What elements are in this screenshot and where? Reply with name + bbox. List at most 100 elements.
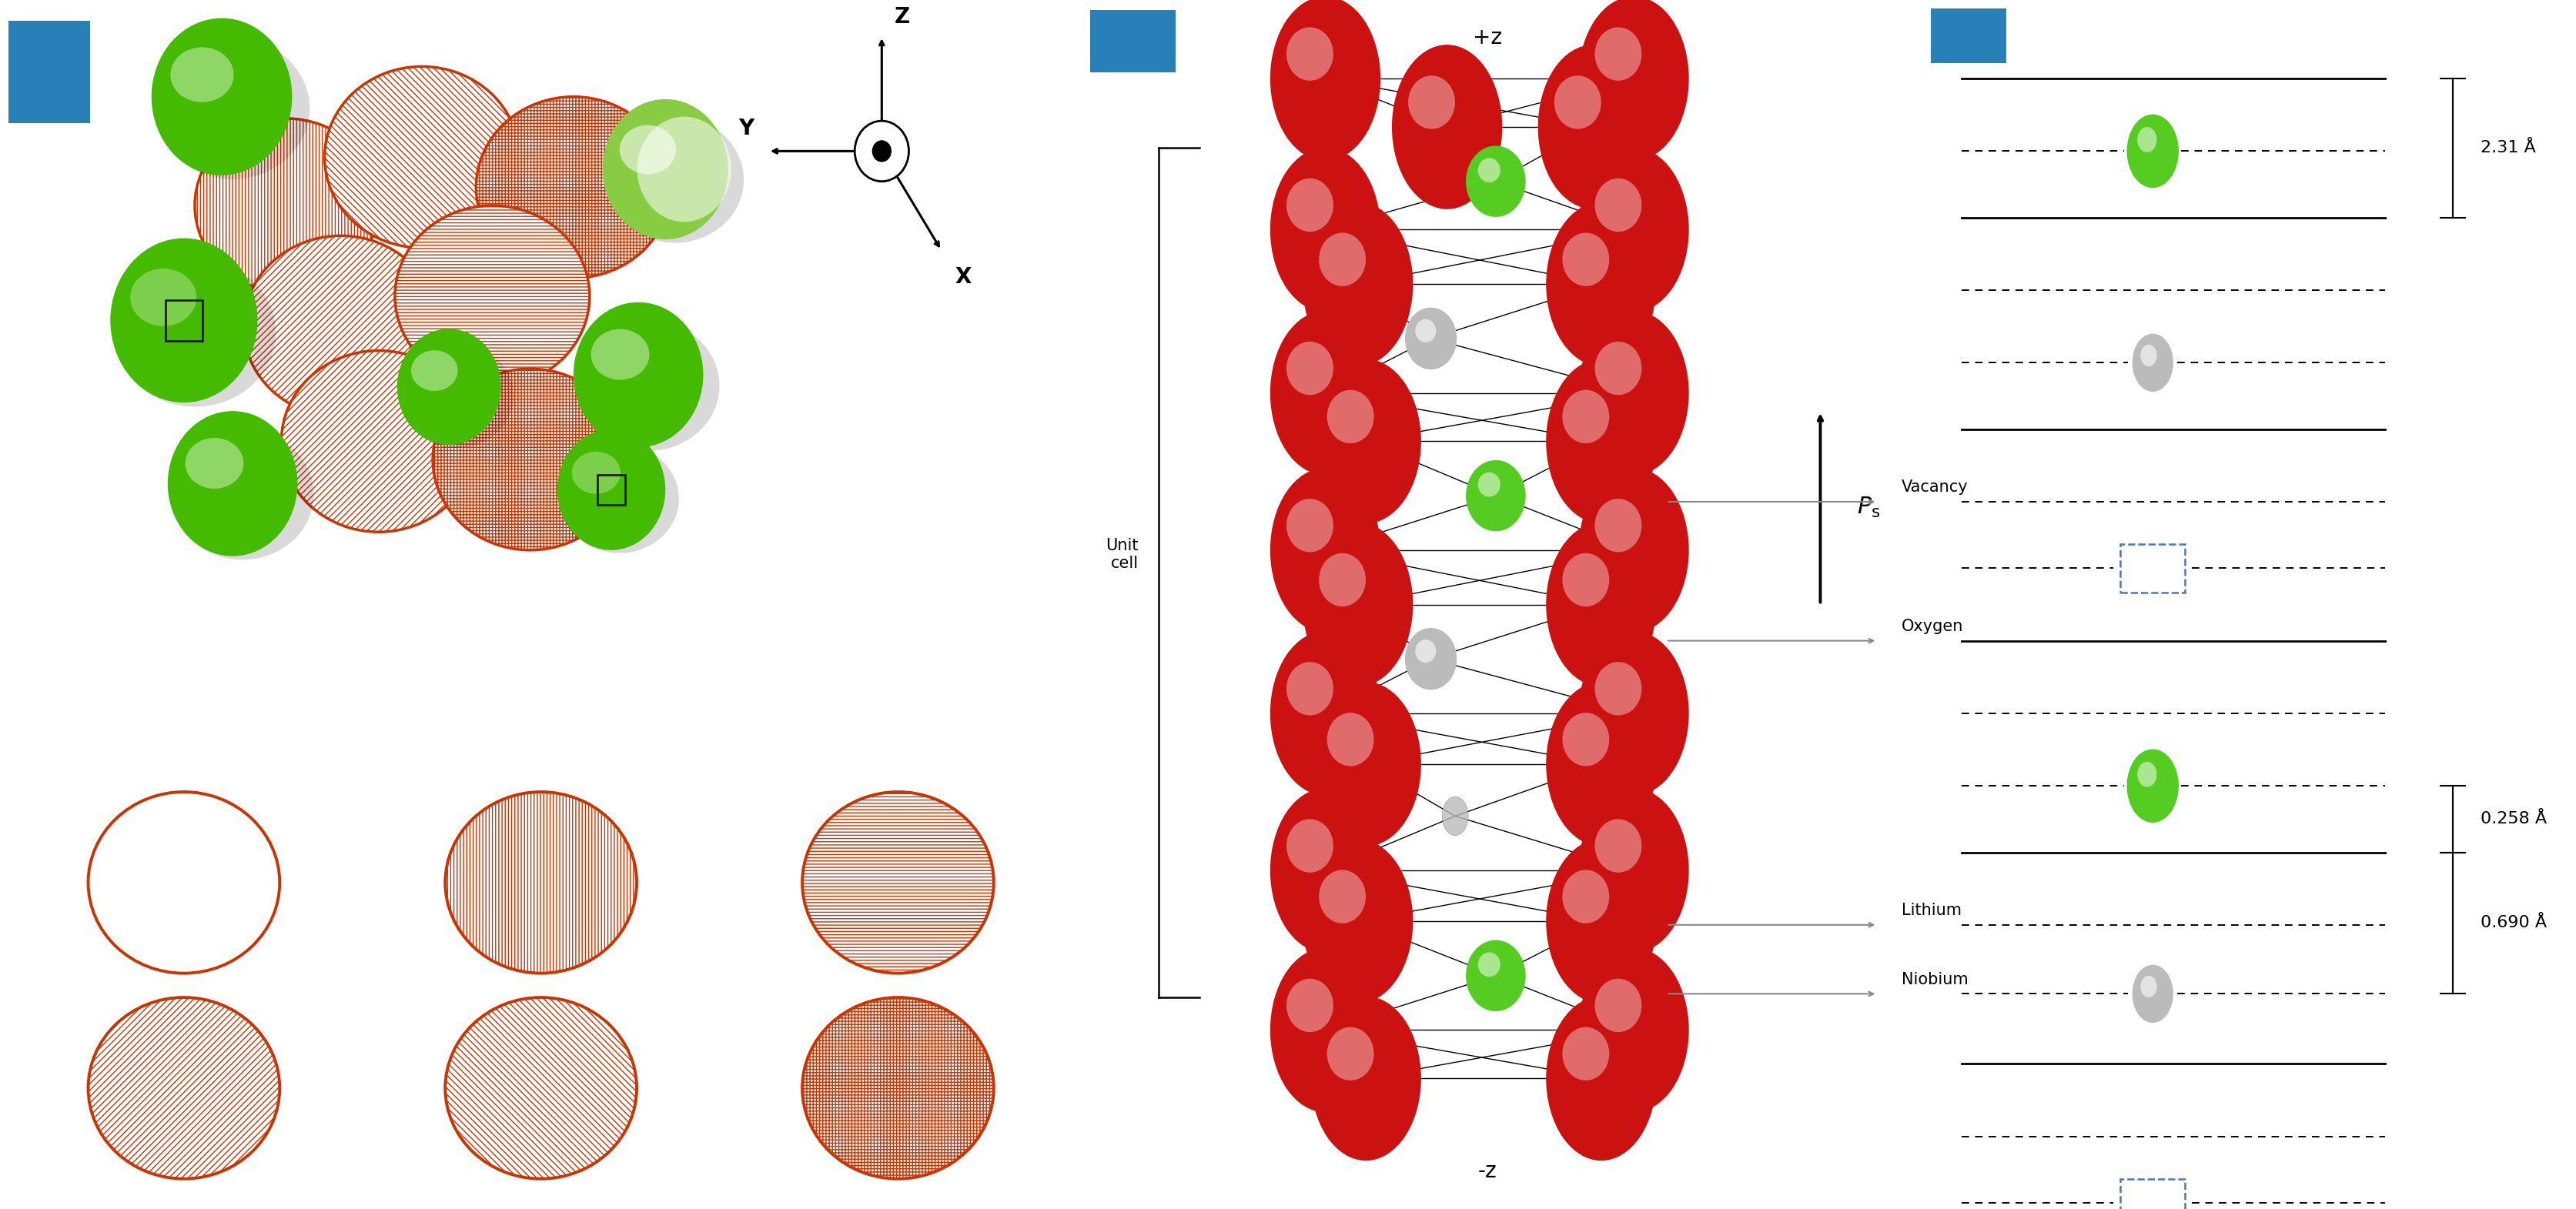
Ellipse shape (1466, 146, 1525, 216)
Text: 2.31 Å: 2.31 Å (2481, 140, 2535, 156)
Ellipse shape (88, 792, 281, 973)
Text: z+1/3: z+1/3 (871, 1017, 927, 1035)
Ellipse shape (170, 47, 234, 103)
Circle shape (1579, 631, 1690, 796)
Ellipse shape (1595, 498, 1641, 553)
Circle shape (1270, 631, 1381, 796)
Ellipse shape (394, 206, 590, 387)
Ellipse shape (2128, 115, 2179, 187)
Ellipse shape (1595, 178, 1641, 232)
Text: b: b (1121, 25, 1144, 57)
Circle shape (1311, 359, 1422, 523)
Circle shape (1303, 202, 1414, 366)
Ellipse shape (325, 66, 520, 248)
Circle shape (111, 238, 258, 403)
Ellipse shape (399, 343, 513, 447)
Circle shape (1270, 788, 1381, 953)
Ellipse shape (1466, 941, 1525, 1011)
Ellipse shape (242, 236, 438, 417)
Ellipse shape (196, 118, 379, 293)
Ellipse shape (1327, 713, 1373, 767)
Ellipse shape (2141, 345, 2156, 366)
Ellipse shape (131, 268, 196, 326)
Ellipse shape (559, 444, 680, 554)
Ellipse shape (1319, 870, 1365, 924)
Circle shape (1579, 788, 1690, 953)
Text: a: a (39, 57, 62, 88)
Circle shape (1546, 522, 1656, 687)
Ellipse shape (1561, 391, 1610, 444)
Ellipse shape (1409, 76, 1455, 129)
Ellipse shape (1479, 473, 1499, 497)
Ellipse shape (1319, 233, 1365, 287)
Text: $P_\mathrm{s}$: $P_\mathrm{s}$ (1857, 496, 1880, 520)
Circle shape (1546, 202, 1656, 366)
Text: Oxygen: Oxygen (1901, 619, 1963, 634)
Ellipse shape (446, 997, 636, 1179)
Ellipse shape (281, 351, 477, 532)
Ellipse shape (2141, 976, 2156, 997)
Circle shape (1270, 311, 1381, 475)
Circle shape (1391, 45, 1502, 209)
Ellipse shape (1404, 627, 1458, 690)
Text: z: z (178, 1017, 188, 1035)
Ellipse shape (1285, 498, 1334, 553)
Bar (165, 300, 204, 341)
Ellipse shape (1285, 27, 1334, 81)
Ellipse shape (446, 792, 636, 973)
Ellipse shape (621, 125, 675, 174)
Circle shape (873, 140, 891, 162)
Ellipse shape (1327, 391, 1373, 444)
Ellipse shape (1327, 1028, 1373, 1081)
Text: Unit
cell: Unit cell (1105, 538, 1139, 571)
Text: +z: +z (1473, 27, 1502, 48)
Circle shape (1579, 0, 1690, 161)
FancyBboxPatch shape (1090, 10, 1175, 73)
Circle shape (603, 99, 729, 239)
Ellipse shape (1285, 341, 1334, 395)
Ellipse shape (1285, 663, 1334, 716)
Circle shape (1546, 839, 1656, 1003)
Text: X: X (956, 266, 971, 288)
Ellipse shape (1561, 554, 1610, 607)
Ellipse shape (2133, 334, 2174, 392)
Circle shape (574, 302, 703, 447)
Ellipse shape (801, 792, 994, 973)
Circle shape (1303, 839, 1414, 1003)
Circle shape (1546, 682, 1656, 846)
Ellipse shape (1414, 319, 1435, 342)
Ellipse shape (170, 429, 314, 560)
Bar (2120, 544, 2184, 592)
Ellipse shape (1561, 233, 1610, 287)
Ellipse shape (1561, 713, 1610, 767)
Ellipse shape (433, 369, 629, 550)
Text: 0.258 Å: 0.258 Å (2481, 811, 2548, 827)
Ellipse shape (1595, 27, 1641, 81)
Ellipse shape (801, 997, 994, 1179)
FancyBboxPatch shape (8, 21, 90, 123)
Circle shape (1311, 996, 1422, 1161)
Ellipse shape (155, 37, 309, 179)
Text: z+1/6: z+1/6 (513, 1017, 569, 1035)
Circle shape (1443, 797, 1468, 835)
Ellipse shape (1479, 158, 1499, 183)
Ellipse shape (572, 452, 621, 493)
Ellipse shape (113, 259, 276, 406)
Ellipse shape (1319, 554, 1365, 607)
Text: Z: Z (894, 6, 909, 28)
Circle shape (636, 116, 732, 222)
Ellipse shape (1595, 820, 1641, 873)
Ellipse shape (2138, 762, 2156, 787)
Circle shape (1270, 468, 1381, 632)
Circle shape (1311, 682, 1422, 846)
Circle shape (1579, 147, 1690, 312)
Circle shape (1270, 147, 1381, 312)
Ellipse shape (412, 351, 459, 391)
Ellipse shape (1595, 979, 1641, 1032)
Circle shape (1303, 522, 1414, 687)
Ellipse shape (2128, 750, 2179, 822)
Ellipse shape (1285, 178, 1334, 232)
Ellipse shape (1466, 461, 1525, 531)
Ellipse shape (185, 438, 245, 488)
Circle shape (556, 429, 665, 550)
